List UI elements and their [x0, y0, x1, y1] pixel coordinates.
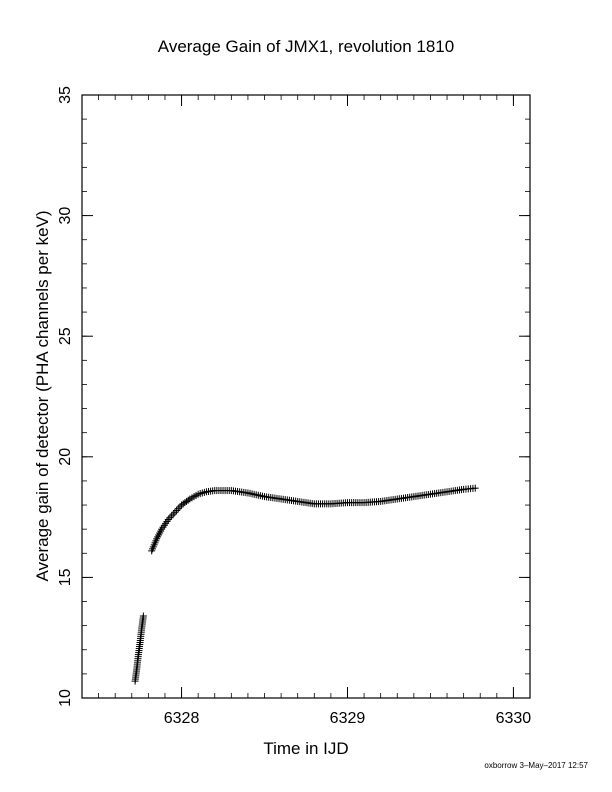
y-tick-labels: 10 15 20 25 30 35: [57, 86, 74, 707]
data-point: [139, 612, 147, 620]
data-point: [171, 508, 179, 516]
x-tick-label: 6329: [330, 710, 366, 727]
footer-stamp: oxborrow 3–May–2017 12:57: [484, 761, 588, 770]
y-tick-label: 10: [57, 689, 74, 707]
plot-frame: [81, 94, 531, 699]
x-tick-labels: 6328 6329 6330: [164, 710, 532, 727]
y-tick-label: 30: [57, 207, 74, 225]
data-point: [164, 516, 172, 524]
x-axis-label: Time in IJD: [263, 739, 348, 758]
data-point: [168, 512, 176, 520]
y-tick-label: 15: [57, 568, 74, 586]
y-tick-label: 25: [57, 327, 74, 345]
data-point: [173, 506, 181, 514]
data-point: [169, 510, 177, 518]
data-point: [184, 496, 192, 504]
x-tick-label: 6328: [164, 710, 200, 727]
y-axis-label: Average gain of detector (PHA channels p…: [33, 210, 52, 581]
y-tick-label: 20: [57, 448, 74, 466]
data-point: [174, 505, 182, 513]
data-point: [176, 503, 184, 511]
major-ticks: [82, 94, 530, 699]
minor-ticks: [81, 94, 531, 699]
y-tick-label: 35: [57, 86, 74, 104]
x-tick-label: 6330: [496, 710, 532, 727]
chart-title: Average Gain of JMX1, revolution 1810: [158, 37, 454, 56]
data-point: [166, 514, 174, 522]
data-points: [131, 484, 479, 685]
data-point: [471, 484, 479, 492]
